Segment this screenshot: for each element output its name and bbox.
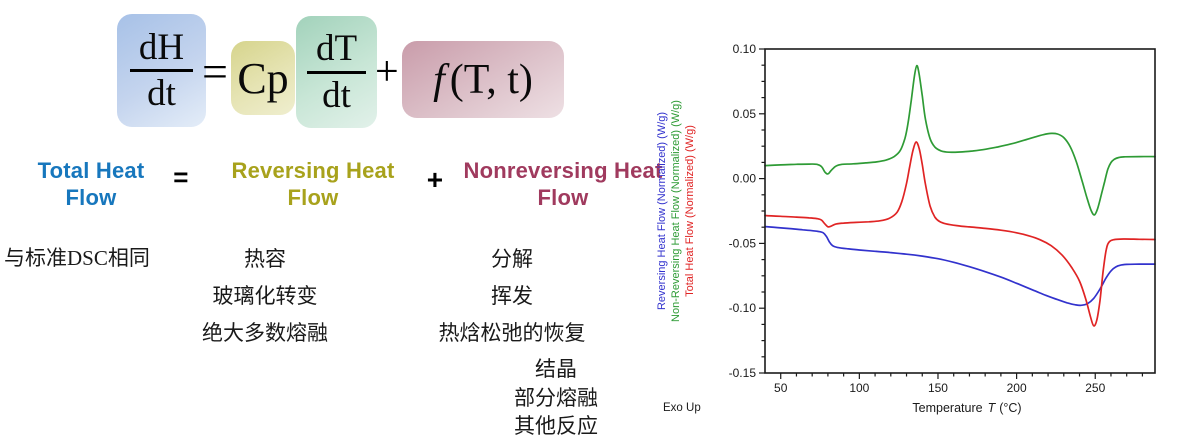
fraction-numerator: dH — [129, 27, 194, 72]
x-axis-label: Temperature T (°C) — [912, 401, 1021, 415]
dsc-curves — [764, 64, 1156, 327]
y-tick-label: -0.10 — [729, 301, 757, 315]
f-symbol: f — [433, 56, 445, 103]
heading-total-heat-flow: Total Heat Flow — [37, 158, 145, 210]
total-column-item: 与标准DSC相同 — [4, 246, 150, 270]
dsc-chart: Reversing Heat Flow (Normalized) (W/g) N… — [651, 22, 1181, 442]
equation-term-cp: Cp — [231, 41, 295, 115]
y-tick-label: -0.05 — [729, 236, 757, 250]
x-tick-label: 200 — [1007, 381, 1027, 395]
exo-up-note: Exo Up — [663, 402, 701, 414]
fraction-dh-dt: dH dt — [129, 27, 194, 115]
x-tick-label: 100 — [849, 381, 869, 395]
nonreversing-column-item: 挥发 — [491, 284, 533, 308]
nonreversing-column-item: 部分熔融 — [514, 386, 598, 410]
heading-reversing-heat-flow: Reversing Heat Flow — [231, 158, 395, 210]
heading-plus-sign: + — [426, 164, 444, 195]
curve-1 — [764, 64, 1156, 216]
nonreversing-column-item: 结晶 — [535, 357, 577, 381]
x-tick-label: 50 — [774, 381, 788, 395]
fraction-numerator: dT — [306, 28, 367, 74]
x-tick-label: 250 — [1085, 381, 1105, 395]
fraction-denominator: dt — [147, 73, 176, 114]
equation-equals-sign: = — [202, 46, 228, 97]
reversing-column-item: 热容 — [244, 247, 286, 271]
reversing-column-item: 绝大多数熔融 — [202, 321, 328, 345]
plot-frame — [764, 48, 1156, 374]
nonreversing-column-item: 热焓松弛的恢复 — [438, 321, 586, 345]
nonreversing-column-item: 其他反应 — [514, 414, 598, 438]
y-axis-label-total: Total Heat Flow (Normalized) (W/g) — [684, 125, 696, 297]
heading-nonreversing-heat-flow: Nonreversing Heat Flow — [463, 158, 663, 210]
equation-term-kinetic: f (T, t) — [402, 41, 564, 118]
reversing-column-item: 玻璃化转变 — [212, 284, 318, 308]
axis-ticks: 50 100 150 200 250 0.10 0.05 0.00 -0.05 -0.10 -0.1… — [729, 42, 1144, 395]
heading-equals-sign: = — [173, 162, 189, 192]
y-axis-label-nonreversing: Non-Reversing Heat Flow (Normalized) (W/… — [670, 100, 682, 322]
equation-term-heating-rate: dT dt — [296, 16, 377, 128]
equation-term-total-heat-flow: dH dt — [117, 14, 206, 127]
equation-plus-sign: + — [375, 49, 399, 95]
y-axis-label-reversing: Reversing Heat Flow (Normalized) (W/g) — [656, 112, 668, 310]
dsc-plot-svg: Reversing Heat Flow (Normalized) (W/g) N… — [656, 42, 1156, 415]
f-arguments: (T, t) — [449, 56, 533, 103]
cp-symbol: Cp — [237, 53, 289, 103]
x-tick-label: 150 — [928, 381, 948, 395]
curve-2 — [764, 141, 1156, 327]
y-tick-label: 0.00 — [733, 172, 757, 186]
y-tick-label: -0.15 — [729, 366, 757, 380]
fraction-denominator: dt — [322, 74, 351, 116]
curve-0 — [764, 225, 1156, 307]
y-tick-label: 0.05 — [733, 107, 757, 121]
fraction-dt-dt: dT dt — [306, 28, 367, 116]
nonreversing-column-item: 分解 — [491, 247, 533, 271]
y-tick-label: 0.10 — [733, 42, 757, 56]
